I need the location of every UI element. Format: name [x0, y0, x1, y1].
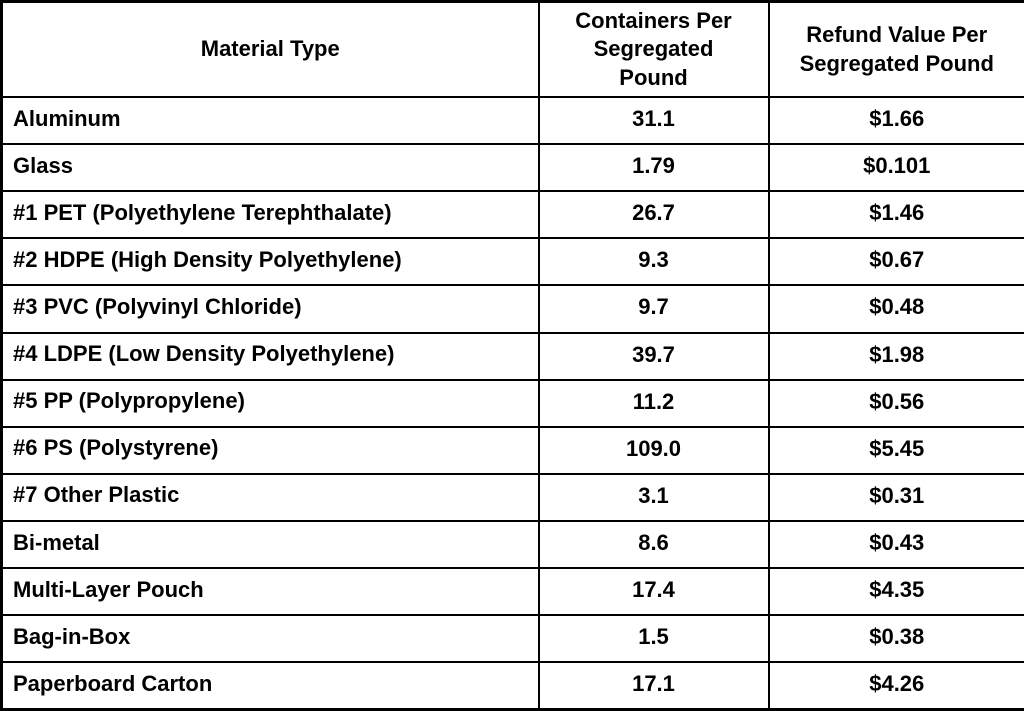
material-cell: #6 PS (Polystyrene)	[0, 425, 540, 475]
table-row: Paperboard Carton 17.1 $4.26	[0, 661, 1024, 711]
material-cell: #7 Other Plastic	[0, 472, 540, 522]
table-body: Aluminum 31.1 $1.66 Glass 1.79 $0.101 #1…	[0, 95, 1024, 711]
refund-cell: $0.48	[767, 284, 1024, 334]
refund-cell: $5.45	[767, 425, 1024, 475]
table-row: Aluminum 31.1 $1.66	[0, 95, 1024, 146]
material-cell: #4 LDPE (Low Density Polyethylene)	[0, 331, 540, 381]
header-containers-per-pound: Containers Per Segregated Pound	[537, 0, 770, 98]
refund-cell: $0.31	[767, 472, 1024, 522]
table-row: Multi-Layer Pouch 17.4 $4.35	[0, 567, 1024, 617]
table-row: #1 PET (Polyethylene Terephthalate) 26.7…	[0, 190, 1024, 240]
containers-cell: 39.7	[537, 331, 770, 381]
table-row: Bag-in-Box 1.5 $0.38	[0, 614, 1024, 664]
refund-cell: $1.98	[767, 331, 1024, 381]
table-row: #3 PVC (Polyvinyl Chloride) 9.7 $0.48	[0, 284, 1024, 334]
material-cell: #2 HDPE (High Density Polyethylene)	[0, 237, 540, 287]
material-cell: Bi-metal	[0, 519, 540, 570]
containers-cell: 11.2	[537, 378, 770, 428]
refund-cell: $0.101	[767, 143, 1024, 193]
containers-cell: 9.3	[537, 237, 770, 287]
material-cell: Glass	[0, 143, 540, 193]
header-material-type: Material Type	[0, 0, 540, 98]
material-cell: Bag-in-Box	[0, 614, 540, 664]
header-refund-value-per-pound: Refund Value Per Segregated Pound	[767, 0, 1024, 98]
material-cell: #3 PVC (Polyvinyl Chloride)	[0, 284, 540, 334]
table-row: #7 Other Plastic 3.1 $0.31	[0, 472, 1024, 522]
refund-cell: $0.43	[767, 519, 1024, 570]
material-cell: Paperboard Carton	[0, 661, 540, 711]
refund-cell: $4.26	[767, 661, 1024, 711]
refund-cell: $1.46	[767, 190, 1024, 240]
containers-cell: 3.1	[537, 472, 770, 522]
containers-cell: 1.79	[537, 143, 770, 193]
containers-cell: 17.4	[537, 567, 770, 617]
table-header: Material Type Containers Per Segregated …	[0, 0, 1024, 98]
containers-cell: 8.6	[537, 519, 770, 570]
table-row: Bi-metal 8.6 $0.43	[0, 519, 1024, 570]
refund-cell: $0.67	[767, 237, 1024, 287]
refund-cell: $0.56	[767, 378, 1024, 428]
material-cell: #1 PET (Polyethylene Terephthalate)	[0, 190, 540, 240]
containers-cell: 109.0	[537, 425, 770, 475]
table-row: #6 PS (Polystyrene) 109.0 $5.45	[0, 425, 1024, 475]
table-row: #2 HDPE (High Density Polyethylene) 9.3 …	[0, 237, 1024, 287]
material-cell: #5 PP (Polypropylene)	[0, 378, 540, 428]
containers-cell: 26.7	[537, 190, 770, 240]
containers-cell: 9.7	[537, 284, 770, 334]
refund-cell: $0.38	[767, 614, 1024, 664]
material-cell: Aluminum	[0, 95, 540, 146]
refund-cell: $1.66	[767, 95, 1024, 146]
material-cell: Multi-Layer Pouch	[0, 567, 540, 617]
refund-cell: $4.35	[767, 567, 1024, 617]
table-row: #5 PP (Polypropylene) 11.2 $0.56	[0, 378, 1024, 428]
containers-cell: 31.1	[537, 95, 770, 146]
header-row: Material Type Containers Per Segregated …	[0, 0, 1024, 98]
table-row: Glass 1.79 $0.101	[0, 143, 1024, 193]
table-row: #4 LDPE (Low Density Polyethylene) 39.7 …	[0, 331, 1024, 381]
containers-cell: 1.5	[537, 614, 770, 664]
containers-cell: 17.1	[537, 661, 770, 711]
